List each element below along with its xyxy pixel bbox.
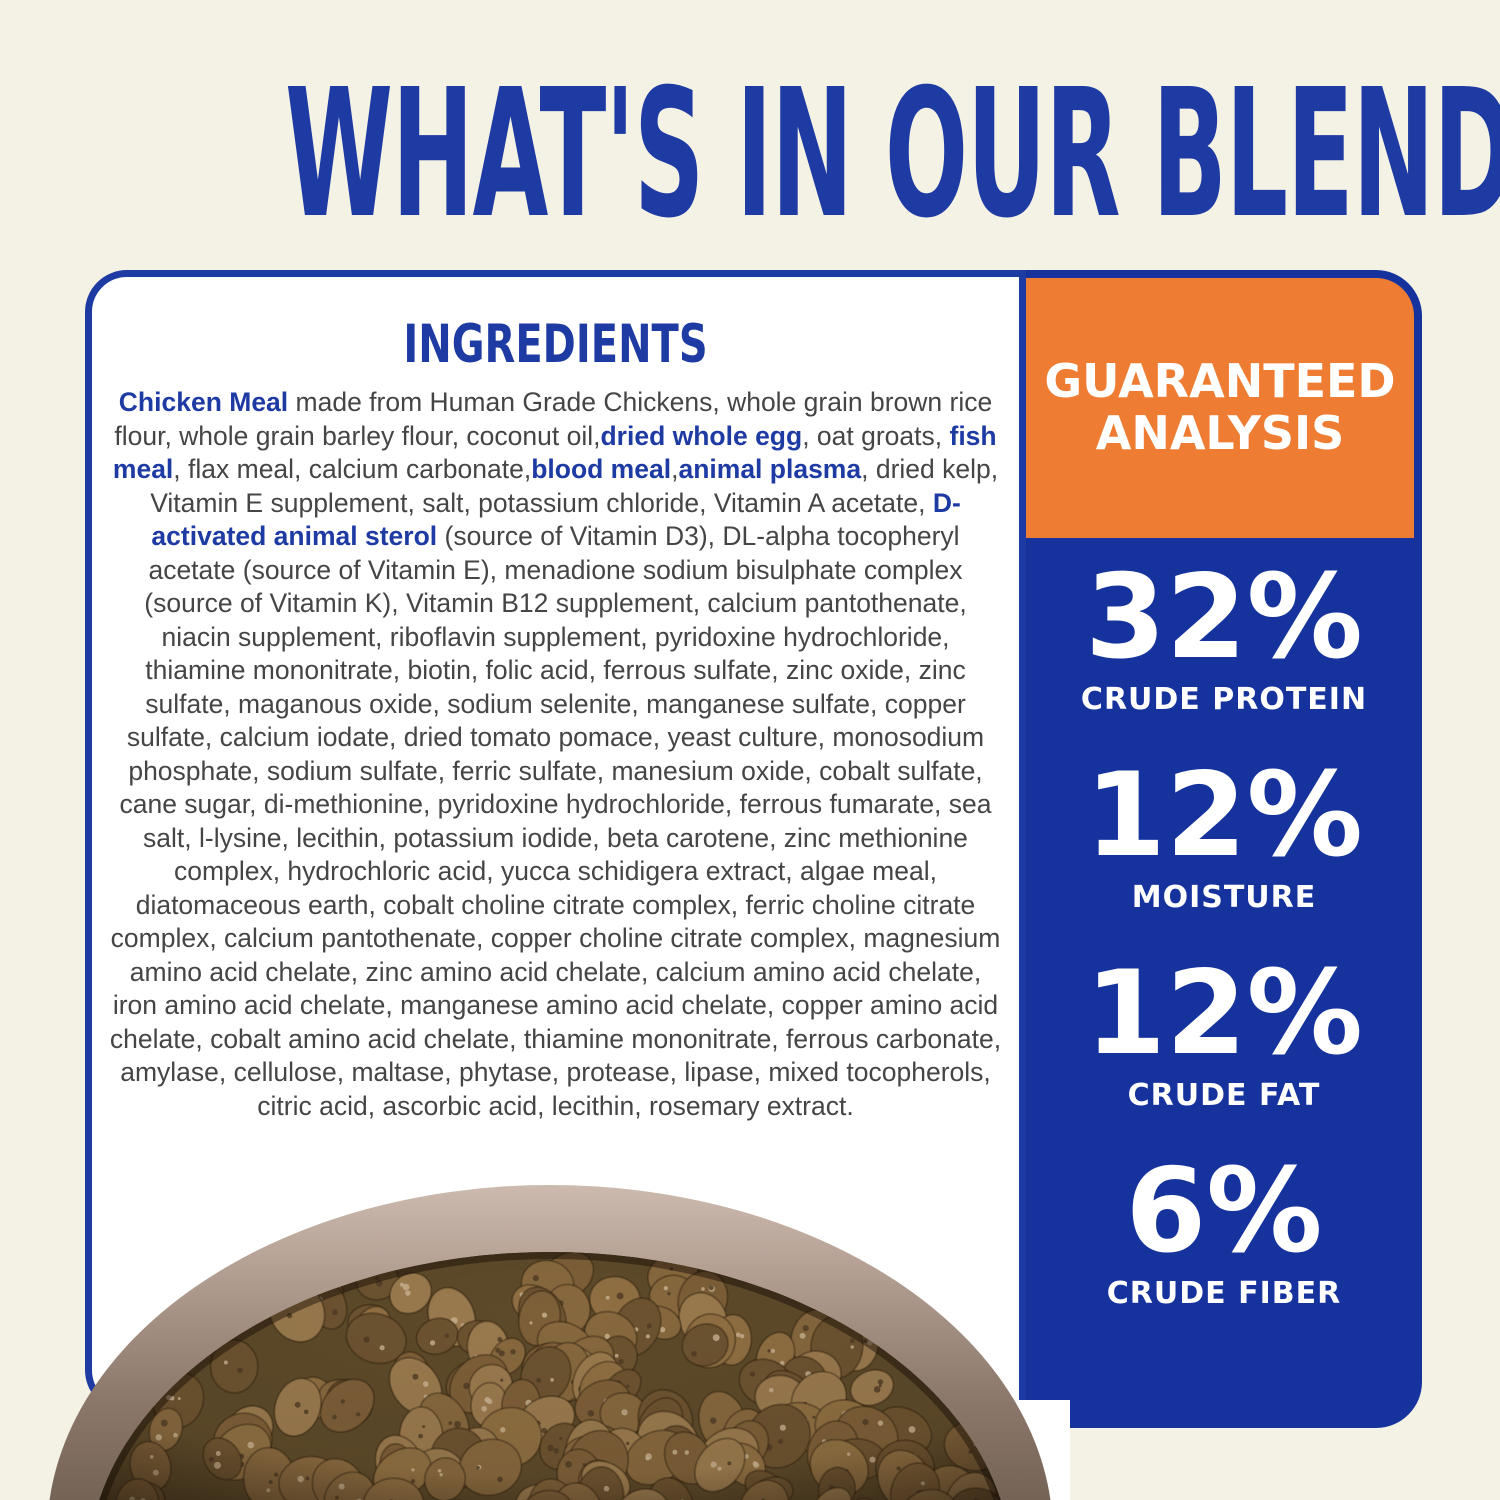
stat-label: MOISTURE [1131, 880, 1317, 915]
ingredient-run: made from Human Grade Chickens, whole gr… [114, 387, 993, 451]
analysis-stat: 12% CRUDE FAT [1085, 946, 1363, 1114]
ingredients-heading: INGREDIENTS [403, 313, 708, 375]
stat-label: CRUDE FIBER [1106, 1276, 1342, 1311]
stat-value: 6% [1125, 1144, 1323, 1279]
stat-label: CRUDE PROTEIN [1080, 682, 1368, 717]
analysis-heading-line: GUARANTEED [1044, 354, 1396, 409]
ingredient-highlight: animal plasma [678, 454, 862, 484]
stat-value: 12% [1085, 748, 1363, 883]
kibble-bowl-illustration [49, 1185, 1051, 1500]
ingredient-run: , flax meal, calcium carbonate, [173, 454, 532, 484]
ingredient-run: , oat groats, [802, 420, 950, 451]
kibble-bowl-photo [25, 1185, 1075, 1500]
guaranteed-analysis-panel: GUARANTEED ANALYSIS 32% CRUDE PROTEIN 12% MO… [1026, 270, 1422, 1428]
ingredient-highlight: blood meal [531, 454, 672, 484]
ingredient-run: , [671, 454, 679, 484]
analysis-stats-list: 32% CRUDE PROTEIN 12% MOISTURE 12% CRUDE FAT 6… [1026, 550, 1422, 1312]
guaranteed-analysis-heading: GUARANTEED ANALYSIS [1026, 278, 1414, 538]
analysis-stat: 12% MOISTURE [1085, 748, 1363, 916]
analysis-stat: 6% CRUDE FIBER [1106, 1144, 1342, 1312]
ingredient-highlight: dried whole egg [600, 420, 803, 451]
ingredient-highlight: D-activated animal sterol [151, 487, 961, 552]
ingredient-highlight: Chicken Meal [118, 387, 289, 417]
ingredients-card: INGREDIENTS Chicken Meal made from Human… [85, 270, 1026, 1412]
ingredient-run: (source of Vitamin D3), DL-alpha tocophe… [109, 521, 1002, 1121]
page-title: WHAT'S IN OUR BLEND? [285, 51, 1500, 258]
analysis-heading-line: ANALYSIS [1095, 406, 1345, 460]
stat-value: 12% [1085, 946, 1363, 1081]
ingredients-text: Chicken Meal made from Human Grade Chick… [109, 386, 1002, 1123]
ingredient-run: , dried kelp, Vitamin E supplement, salt… [150, 454, 999, 518]
stat-value: 32% [1085, 550, 1363, 685]
ingredient-highlight: fish meal [112, 420, 997, 485]
analysis-stat: 32% CRUDE PROTEIN [1080, 550, 1368, 718]
stat-label: CRUDE FAT [1127, 1078, 1321, 1113]
